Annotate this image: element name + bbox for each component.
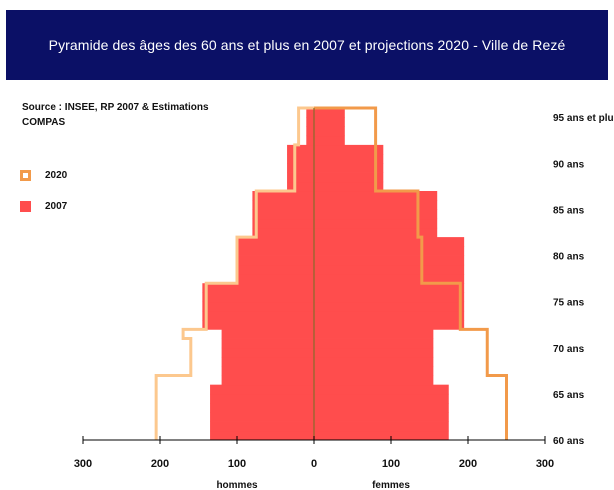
age-label-65: 65 ans	[553, 390, 585, 401]
legend-label-2020: 2020	[45, 170, 68, 181]
bar-2007-age-95	[306, 108, 345, 118]
x-side-label-femmes: femmes	[372, 480, 410, 490]
bar-2007-age-69	[221, 347, 434, 358]
bar-2007-age-73	[202, 310, 465, 321]
age-label-75: 75 ans	[553, 298, 585, 309]
bar-2007-age-87	[287, 181, 384, 192]
legend-item-2020: 2020	[20, 170, 67, 181]
legend-swatch-2020	[20, 170, 31, 181]
bar-2007-age-60	[210, 430, 449, 441]
bar-2007-age-67	[221, 366, 434, 376]
bar-2007-age-92	[306, 135, 345, 146]
bar-2007-age-84	[252, 209, 438, 220]
chart-title: Pyramide des âges des 60 ans et plus en …	[48, 37, 566, 53]
bar-2007-age-71	[221, 329, 434, 339]
outline-2020-hommes	[154, 106, 314, 440]
age-label-80: 80 ans	[553, 252, 585, 263]
legend-item-2007: 2007	[20, 201, 67, 212]
x-tick-label-2: 100	[228, 458, 246, 470]
outline-2020-femmes	[314, 106, 508, 440]
bar-2007-age-86	[252, 191, 438, 201]
bar-2007-age-63	[210, 403, 449, 413]
bar-2007-age-72	[202, 320, 465, 330]
age-label-90: 90 ans	[553, 159, 585, 170]
bar-2007-age-65	[210, 384, 449, 395]
legend-swatch-2007	[20, 201, 31, 212]
bar-2007-age-64	[210, 393, 449, 404]
bar-2007-age-94	[306, 117, 345, 127]
bar-2007-age-89	[287, 163, 384, 173]
bar-2007-age-93	[306, 126, 345, 137]
age-label-95: 95 ans et plus	[553, 113, 614, 124]
x-tick-label-1: 200	[151, 458, 169, 470]
bar-2007-age-75	[202, 292, 465, 303]
bar-2007-age-77	[237, 274, 465, 284]
bar-2007-age-88	[287, 172, 384, 183]
bar-2007-age-62	[210, 412, 449, 422]
source-note: Source : INSEE, RP 2007 & Estimations CO…	[22, 102, 209, 128]
bar-2007-age-79	[237, 255, 465, 266]
bar-2007-age-80	[237, 246, 465, 256]
bar-2007-age-66	[221, 375, 434, 386]
bar-2007-age-61	[210, 421, 449, 432]
age-label-85: 85 ans	[553, 205, 585, 216]
bar-2007-age-74	[202, 301, 465, 312]
bar-2007-age-83	[252, 218, 438, 229]
bar-2007-age-82	[252, 227, 438, 238]
legend-label-2007: 2007	[45, 201, 68, 212]
bar-2007-age-76	[202, 283, 465, 293]
age-label-60: 60 ans	[553, 436, 585, 447]
x-tick-label-5: 200	[459, 458, 477, 470]
bar-2007-age-68	[221, 357, 434, 367]
x-tick-label-0: 300	[74, 458, 92, 470]
bar-2007-age-90	[287, 154, 384, 164]
chart-title-banner: Pyramide des âges des 60 ans et plus en …	[6, 10, 608, 80]
bar-2007-age-81	[237, 237, 465, 247]
bar-2007-age-78	[237, 264, 465, 275]
x-tick-label-4: 100	[382, 458, 400, 470]
bar-2007-age-91	[287, 144, 384, 155]
bar-2007-age-70	[221, 338, 434, 349]
bar-2007-age-85	[252, 200, 438, 210]
age-label-70: 70 ans	[553, 344, 585, 355]
x-tick-label-6: 300	[536, 458, 554, 470]
x-tick-label-3: 0	[311, 458, 317, 470]
x-side-label-hommes: hommes	[216, 480, 258, 490]
